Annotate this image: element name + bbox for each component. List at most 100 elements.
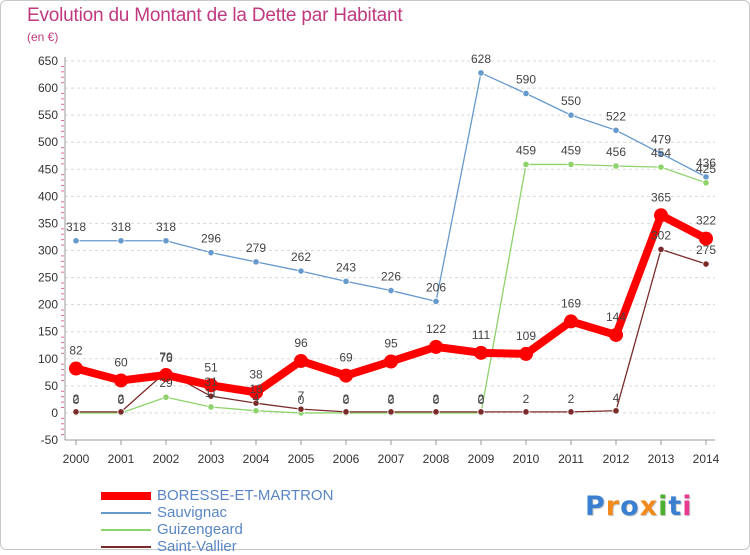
data-point	[567, 111, 575, 119]
data-label: 322	[696, 214, 716, 228]
data-point	[522, 160, 530, 169]
data-label: 76	[159, 351, 173, 365]
x-tick-label: 2005	[288, 452, 315, 466]
series-boresse-et-martron	[69, 208, 713, 400]
data-point	[384, 354, 398, 369]
data-label: 459	[516, 143, 536, 157]
data-point	[207, 249, 215, 257]
data-label: 243	[336, 260, 356, 274]
x-tick-label: 2009	[468, 452, 495, 466]
data-label: 454	[651, 146, 671, 160]
data-label: 122	[426, 322, 446, 336]
data-point	[429, 339, 443, 354]
data-point	[117, 408, 125, 416]
data-point	[657, 149, 665, 158]
data-point	[522, 408, 530, 416]
data-label: 2	[118, 392, 125, 406]
data-label: 60	[114, 355, 128, 369]
data-label: 2	[73, 392, 80, 406]
data-label: 31	[204, 375, 218, 389]
data-point	[69, 361, 83, 376]
data-point	[519, 346, 533, 361]
data-point	[207, 392, 215, 400]
x-tick-label: 2011	[558, 452, 584, 466]
series-layer	[69, 69, 713, 417]
series-line	[75, 72, 707, 303]
series-sauvignac	[72, 69, 710, 305]
data-label: 590	[516, 72, 536, 86]
data-point	[297, 267, 305, 275]
y-tick-label: 200	[38, 298, 58, 312]
x-tick-label: 2002	[153, 452, 180, 466]
data-label: 262	[291, 250, 311, 264]
data-label: 628	[471, 52, 491, 66]
x-tick-label: 2010	[513, 452, 540, 466]
y-tick-label: 100	[38, 352, 58, 366]
data-point	[387, 286, 395, 295]
data-label-layer: 318 318 3182962792622432262066285905505224…	[66, 52, 716, 407]
data-point	[657, 245, 665, 254]
data-point	[72, 408, 80, 416]
logo-letter: i	[658, 491, 669, 522]
data-point	[162, 393, 170, 401]
x-tick-label: 2003	[198, 452, 225, 466]
legend-swatch	[101, 546, 151, 548]
data-label: 365	[651, 190, 671, 204]
y-tick-label: 500	[38, 135, 58, 149]
data-label: 51	[204, 360, 218, 374]
data-label: 82	[69, 344, 83, 358]
logo-letter: r	[605, 491, 621, 522]
legend-swatch	[101, 529, 151, 531]
data-point	[477, 69, 485, 77]
data-label: 425	[696, 162, 716, 176]
data-label: 456	[606, 145, 626, 159]
data-label: 2	[343, 392, 350, 406]
data-label: 0	[298, 393, 305, 407]
data-point	[117, 237, 125, 245]
data-label: 296	[201, 232, 221, 246]
x-tick-label: 2000	[63, 452, 90, 466]
data-label: 0	[478, 393, 485, 407]
legend-label: BORESSE-ET-MARTRON	[157, 487, 334, 504]
data-label: 318	[66, 220, 86, 234]
data-label: 95	[384, 336, 398, 350]
data-label: 4	[613, 391, 620, 405]
x-tick-label: 2013	[648, 452, 675, 466]
data-label: 206	[426, 280, 446, 294]
data-point	[699, 231, 713, 246]
data-label: 318	[111, 220, 131, 234]
data-point	[252, 399, 260, 407]
data-point	[252, 258, 260, 266]
data-point	[474, 345, 488, 360]
data-label: 275	[696, 243, 716, 257]
data-label: 226	[381, 270, 401, 284]
y-tick-label: 0	[51, 406, 58, 420]
data-label: 0	[388, 393, 395, 407]
logo-letter: P	[585, 491, 606, 522]
x-tick-label: 2001	[108, 452, 135, 466]
data-label: 0	[343, 393, 350, 407]
data-label: 459	[561, 143, 581, 157]
data-point	[297, 405, 305, 413]
y-tick-label: 250	[38, 271, 58, 285]
data-point	[657, 163, 665, 171]
data-point	[387, 408, 395, 416]
y-tick-label: 550	[38, 108, 58, 122]
data-label: 109	[516, 329, 536, 343]
data-label: 4	[253, 391, 260, 405]
legend-swatch	[101, 492, 151, 500]
data-label: 69	[339, 351, 353, 365]
data-point	[612, 162, 620, 170]
data-point	[432, 297, 440, 305]
data-point	[432, 408, 440, 416]
data-label: 2	[433, 392, 440, 406]
data-point	[162, 237, 170, 245]
data-point	[159, 368, 173, 383]
logo-letter: o	[620, 491, 640, 522]
y-tick-label: 50	[45, 379, 59, 393]
data-label: 18	[249, 382, 263, 396]
data-label: 318	[156, 220, 176, 234]
data-label: 2	[388, 392, 395, 406]
